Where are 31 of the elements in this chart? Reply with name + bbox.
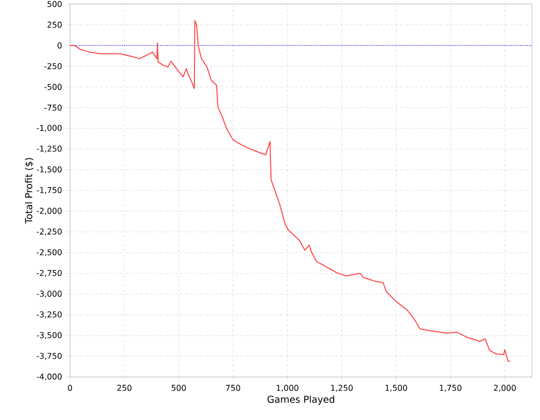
y-axis-title: Total Profit ($) [24,158,34,224]
y-tick-label: 250 [48,22,62,28]
y-tick-label: -3,250 [36,311,62,318]
y-tick-label: -2,250 [36,228,62,236]
x-tick-label: 1,000 [276,384,298,392]
y-tick-label: -3,750 [36,352,62,360]
y-tick-label: -2,750 [36,270,62,277]
x-tick-label: 500 [172,384,186,391]
y-tick-label: -1,500 [36,166,62,174]
y-tick-label: -500 [44,84,62,90]
y-tick-label: -4,000 [36,374,62,380]
y-tick-label: 0 [58,42,62,48]
x-tick-label: 1,500 [386,384,408,392]
line-series [70,20,511,362]
x-tick-label: 1,250 [331,384,353,392]
x-tick-label: 0 [68,384,72,391]
y-tick-label: -750 [44,104,62,111]
y-tick-label: 500 [48,0,62,8]
y-tick-label: -3,500 [36,332,62,339]
y-tick-label: -2,500 [36,249,62,256]
x-tick-label: 250 [117,384,132,391]
y-tick-label: -1,250 [36,146,62,152]
y-tick-label: -2,000 [36,208,62,215]
x-tick-label: 2,000 [494,384,516,392]
x-tick-label: 750 [226,384,240,391]
x-tick-label: 1,750 [440,384,462,392]
y-tick-label: -1,750 [36,187,62,194]
y-tick-label: -3,000 [36,290,62,298]
x-axis-title: Games Played [268,396,334,405]
y-tick-label: -250 [44,63,62,70]
y-tick-label: -1,000 [36,124,62,132]
